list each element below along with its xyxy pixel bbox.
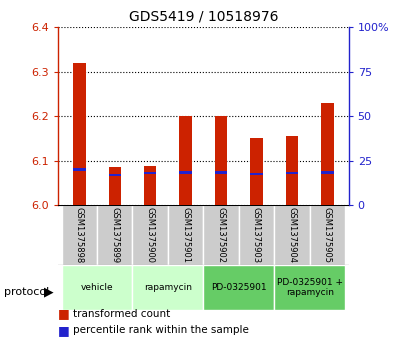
Text: ■: ■ [58, 307, 70, 321]
Bar [97, 205, 132, 265]
Bar [274, 265, 345, 310]
Bar [73, 63, 85, 205]
Bar [239, 205, 274, 265]
Bar [215, 171, 227, 174]
Text: GSM1375899: GSM1375899 [110, 207, 119, 263]
Bar [274, 205, 310, 265]
Bar [144, 172, 156, 174]
Text: transformed count: transformed count [73, 309, 170, 319]
Text: PD-0325901 +
rapamycin: PD-0325901 + rapamycin [277, 278, 343, 297]
Bar [168, 205, 203, 265]
Text: percentile rank within the sample: percentile rank within the sample [73, 325, 249, 335]
Bar [62, 205, 97, 265]
Text: vehicle: vehicle [81, 283, 113, 292]
Text: ■: ■ [58, 324, 70, 337]
Bar [250, 138, 263, 205]
Bar [203, 205, 239, 265]
Bar [321, 103, 334, 205]
Bar [286, 136, 298, 205]
Bar [109, 174, 121, 176]
Text: GSM1375902: GSM1375902 [217, 207, 226, 263]
Bar [321, 171, 334, 174]
Bar [132, 265, 203, 310]
Bar [286, 172, 298, 174]
Bar [310, 205, 345, 265]
Bar [132, 205, 168, 265]
Text: GSM1375898: GSM1375898 [75, 207, 84, 263]
Text: PD-0325901: PD-0325901 [211, 283, 266, 292]
Text: GSM1375904: GSM1375904 [288, 207, 296, 263]
Bar [215, 116, 227, 205]
Text: GDS5419 / 10518976: GDS5419 / 10518976 [129, 9, 278, 23]
Text: GSM1375903: GSM1375903 [252, 207, 261, 263]
Bar [250, 173, 263, 175]
Text: protocol: protocol [4, 287, 49, 297]
Bar [179, 116, 192, 205]
Text: ▶: ▶ [44, 286, 53, 299]
Bar [179, 171, 192, 174]
Text: GSM1375905: GSM1375905 [323, 207, 332, 263]
Bar [62, 265, 132, 310]
Bar [73, 168, 85, 171]
Bar [144, 166, 156, 205]
Bar [109, 167, 121, 205]
Text: GSM1375900: GSM1375900 [146, 207, 155, 263]
Text: GSM1375901: GSM1375901 [181, 207, 190, 263]
Bar [203, 265, 274, 310]
Text: rapamycin: rapamycin [144, 283, 192, 292]
